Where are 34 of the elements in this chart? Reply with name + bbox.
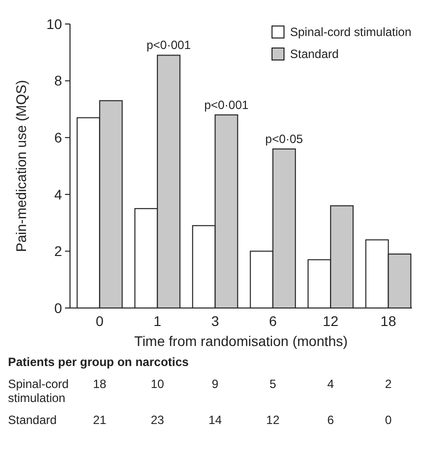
text: Patients per group on narcotics	[8, 355, 190, 369]
text: 23	[150, 413, 164, 427]
text: 9	[212, 377, 219, 391]
x-axis-title: Time from randomisation (months)	[134, 333, 348, 349]
text: 0	[384, 413, 392, 427]
text: Standard	[8, 413, 57, 427]
x-tick-label: 6	[268, 313, 277, 329]
annotation: p<0·05	[265, 132, 304, 146]
legend-label: Spinal-cord stimulation	[290, 25, 412, 40]
y-tick-label: 0	[54, 300, 62, 316]
y-tick-label: 6	[54, 130, 62, 146]
y-tick-label: 8	[54, 72, 62, 89]
text: 21	[92, 413, 107, 427]
text: 4	[327, 377, 334, 391]
text: 10	[150, 377, 164, 391]
legend-label: Standard	[290, 47, 339, 62]
text: 2	[384, 377, 392, 391]
y-tick-label: 4	[54, 186, 62, 202]
annotation: p<0·001	[146, 38, 192, 52]
x-tick-label: 12	[322, 313, 339, 329]
text: 14	[208, 413, 222, 427]
y-tick-label: 2	[54, 243, 62, 260]
x-tick-label: 3	[211, 313, 220, 329]
x-tick-label: 1	[154, 313, 162, 329]
x-tick-label: 0	[96, 313, 104, 329]
text: 5	[270, 377, 277, 391]
text: 12	[266, 413, 280, 427]
x-tick-label: 18	[380, 313, 396, 329]
text: 18	[92, 377, 107, 391]
text: 6	[327, 413, 334, 427]
y-tick-label: 10	[46, 16, 62, 32]
annotation: p<0·001	[204, 98, 249, 112]
text: Spinal-cord stimulation	[8, 377, 69, 405]
y-axis-title: Pain-medication use (MQS)	[13, 80, 29, 252]
